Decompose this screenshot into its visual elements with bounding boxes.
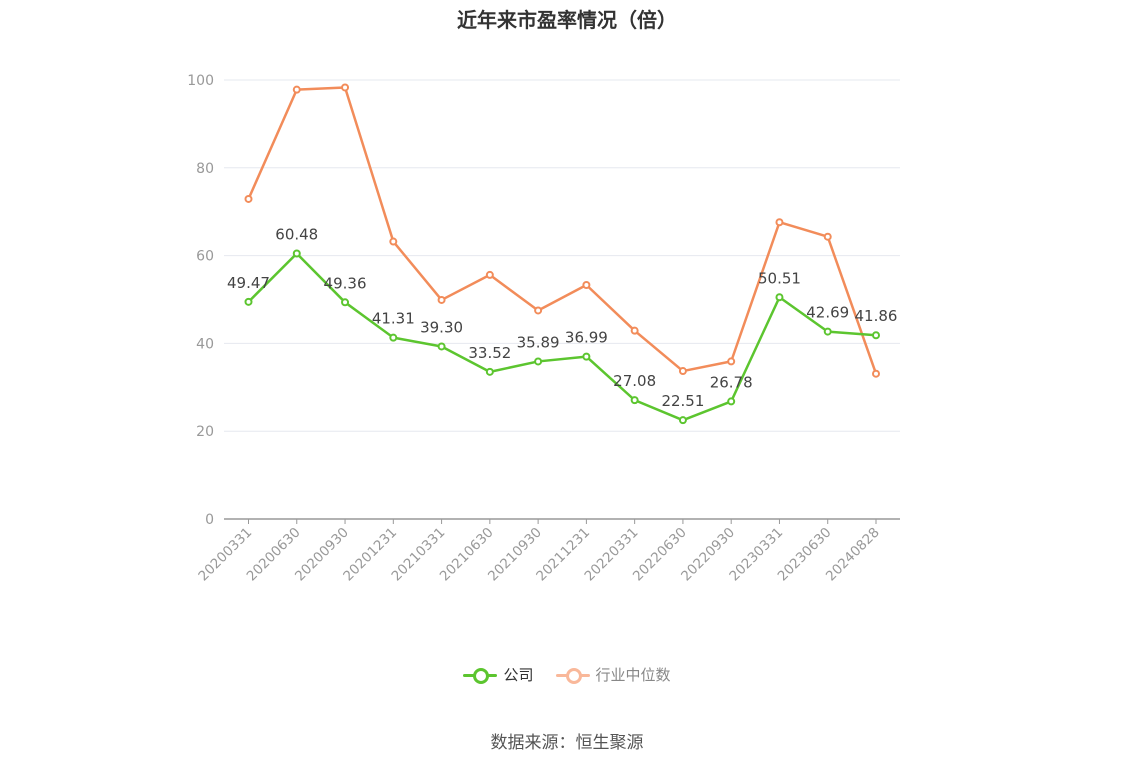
- point-company-20201231: [389, 333, 398, 342]
- data-label-company-20211231: 36.99: [565, 329, 608, 347]
- legend-label-industry-median: 行业中位数: [595, 666, 671, 684]
- series-line-industry-median: [247, 86, 878, 375]
- point-company-20220630: [678, 416, 687, 425]
- point-company-20230331: [775, 293, 784, 302]
- source-note: 数据来源：恒生聚源: [490, 733, 644, 753]
- point-industry-median-20210630: [485, 270, 494, 279]
- legend-label-company: 公司: [503, 666, 534, 684]
- data-label-company-20230630: 42.69: [806, 304, 849, 322]
- legend-line-icon-company: [463, 667, 498, 684]
- data-label-company-20230331: 50.51: [758, 269, 801, 287]
- data-label-company-20200930: 49.36: [324, 274, 367, 292]
- data-label-company-20220331: 27.08: [613, 372, 656, 390]
- point-industry-median-20220630: [678, 367, 687, 376]
- point-company-20210331: [437, 342, 446, 351]
- data-label-company-20220930: 26.78: [710, 373, 753, 391]
- y-tick-label-80: 80: [196, 161, 214, 177]
- point-industry-median-20200630: [292, 85, 301, 94]
- data-label-company-20240828: 41.86: [855, 307, 898, 325]
- point-company-20200331: [244, 297, 253, 306]
- data-label-company-20200630: 60.48: [275, 225, 318, 243]
- point-industry-median-20230331: [775, 218, 784, 227]
- data-labels: 49.47 60.48 49.36 41.31 39.30 33.52 35.89 36.99…: [227, 225, 897, 410]
- data-label-company-20210930: 35.89: [517, 333, 560, 351]
- y-tick-label-60: 60: [196, 249, 214, 265]
- axes: 0204060801002020033120200630202009302020…: [187, 73, 900, 584]
- legend-item-industry-median[interactable]: 行业中位数: [555, 664, 671, 685]
- y-tick-label-20: 20: [196, 424, 214, 440]
- series-lines: [244, 83, 880, 425]
- data-label-company-20210630: 33.52: [468, 344, 511, 362]
- point-industry-median-20220930: [727, 357, 736, 366]
- series-line-company: [247, 252, 877, 422]
- y-tick-label-0: 0: [205, 512, 214, 528]
- point-industry-median-20210930: [534, 306, 543, 315]
- y-tick-label-100: 100: [187, 73, 214, 89]
- legend: 公司 行业中位数: [0, 664, 1134, 685]
- point-company-20210630: [485, 367, 494, 376]
- y-tick-label-40: 40: [196, 336, 214, 352]
- point-company-20200930: [341, 298, 350, 307]
- data-label-company-20210331: 39.30: [420, 318, 463, 336]
- point-company-20211231: [582, 352, 591, 361]
- legend-line-icon-industry-median: [555, 667, 590, 684]
- point-company-20200630: [292, 249, 301, 258]
- point-company-20240828: [872, 331, 880, 340]
- point-company-20220331: [630, 396, 639, 405]
- point-industry-median-20200930: [341, 83, 350, 92]
- point-industry-median-20240828: [872, 369, 880, 378]
- point-industry-median-20201231: [389, 237, 398, 246]
- point-industry-median-20211231: [582, 281, 591, 290]
- point-industry-median-20210331: [437, 295, 446, 304]
- data-label-company-20201231: 41.31: [372, 310, 415, 328]
- point-industry-median-20220331: [630, 326, 639, 335]
- legend-item-company[interactable]: 公司: [463, 664, 534, 685]
- data-label-company-20200331: 49.47: [227, 274, 270, 292]
- chart-title: 近年来市盈率情况（倍）: [457, 8, 677, 32]
- point-industry-median-20200331: [244, 194, 253, 203]
- data-label-company-20220630: 22.51: [661, 392, 704, 410]
- point-company-20220930: [727, 397, 736, 406]
- point-company-20210930: [534, 357, 543, 366]
- point-industry-median-20230630: [823, 232, 832, 241]
- point-company-20230630: [823, 327, 832, 336]
- grid-lines: [224, 79, 900, 432]
